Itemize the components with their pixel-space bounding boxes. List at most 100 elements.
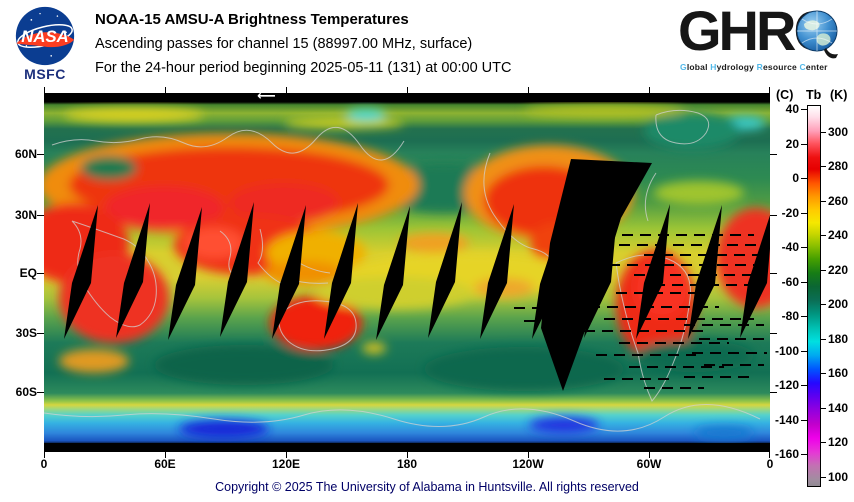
ghrc-tagline-c: C [799,62,806,72]
kelvin-tick-label: 300 [828,124,849,139]
tick-mark [769,87,770,93]
tick-mark [820,442,826,444]
pass-direction-arrow: ⟵ [257,88,276,103]
celsius-tick-label: -20 [781,205,799,220]
kelvin-tick-label: 220 [828,262,849,277]
tick-mark [801,419,807,421]
tick-mark [165,452,166,458]
tick-mark [649,87,650,93]
tick-mark [770,333,777,334]
kelvin-tick-label: 160 [828,366,849,381]
tick-mark [820,131,826,133]
tick-mark [770,154,777,155]
celsius-tick-label: -40 [781,240,799,255]
lon-tick-label: 180 [396,457,418,471]
kelvin-tick-label: 200 [828,297,849,312]
tick-mark [407,87,408,93]
kelvin-tick-label: 280 [828,159,849,174]
tick-mark [820,166,826,168]
tick-mark [801,247,807,249]
tick-mark [286,452,287,458]
tick-mark [801,212,807,214]
lat-tick-label: 60S [15,385,37,399]
copyright: Copyright © 2025 The University of Alaba… [215,480,639,494]
tick-mark [801,109,807,111]
tick-mark [37,273,44,274]
tick-mark [820,373,826,375]
tick-mark [649,452,650,458]
tick-mark [37,215,44,216]
tick-mark [769,452,770,458]
nasa-wordmark: NASA [21,27,68,46]
celsius-tick-label: -160 [774,447,799,462]
subtitle-period: For the 24-hour period beginning 2025-05… [95,60,512,76]
ghrc-tagline-h: H [710,62,717,72]
ghrc-tagline-ydrology: ydrology [716,62,757,72]
tick-mark [820,200,826,202]
lon-tick-label: 0 [40,457,48,471]
lon-tick-label: 60E [154,457,176,471]
celsius-tick-label: -140 [774,412,799,427]
tick-mark [37,154,44,155]
celsius-tick-label: -60 [781,274,799,289]
colorbar-unit-celsius: (C) [776,88,794,102]
lon-tick-label: 120W [512,457,544,471]
tick-mark [820,338,826,340]
tick-mark [528,87,529,93]
kelvin-tick-label: 180 [828,331,849,346]
map-image [44,93,770,452]
tick-mark [37,392,44,393]
ghrc-tagline-lobal: lobal [686,62,711,72]
tick-mark [286,87,287,93]
ghrc-tagline-r: R [756,62,763,72]
tick-mark [528,452,529,458]
tick-mark [801,385,807,387]
ghrc-globe-stand-icon [824,48,838,59]
kelvin-tick-label: 260 [828,193,849,208]
ghrc-tagline-g: G [680,62,687,72]
celsius-tick-label: -100 [774,343,799,358]
tick-mark [165,87,166,93]
tick-mark [801,454,807,456]
msfc-label: MSFC [24,66,66,82]
subtitle-channel: Ascending passes for channel 15 (88997.0… [95,36,473,52]
ghrc-tagline-esource: esource [762,62,800,72]
tick-mark [820,304,826,306]
lon-tick-label: 60W [636,457,662,471]
tick-mark [770,392,777,393]
lon-tick-label: 0 [766,457,774,471]
tick-mark [820,476,826,478]
celsius-tick-label: -80 [781,309,799,324]
celsius-tick-label: 0 [792,171,799,186]
celsius-tick-label: -120 [774,378,799,393]
page-title: NOAA-15 AMSU-A Brightness Temperatures [95,11,409,28]
lat-tick-label: 30N [14,208,37,222]
brightness-temperature-map: ⟵ [44,89,770,452]
kelvin-tick-label: 240 [828,228,849,243]
kelvin-tick-label: 100 [828,469,849,484]
kelvin-tick-label: 140 [828,400,849,415]
ghrc-tagline: Global Hydrology Resource Center [680,62,828,72]
colorbar-unit-kelvin: (K) [830,88,848,102]
lat-tick-label: EQ [19,266,37,280]
tick-mark [37,333,44,334]
ghrc-logo: GHRC Global Hydrology Resource Center [678,2,850,84]
lat-tick-label: 60N [14,147,37,161]
tick-mark [407,452,408,458]
ghrc-wordmark-ghr: GHR [678,0,796,62]
colorbar-unit-tb: Tb [806,88,822,102]
tick-mark [801,316,807,318]
tick-mark [44,452,45,458]
tick-mark [820,407,826,409]
coastlines [44,109,761,432]
nasa-meatball-icon: NASA [15,6,75,66]
ghrc-tagline-enter: enter [805,62,828,72]
tick-mark [801,143,807,145]
colorbar [807,105,821,487]
tick-mark [820,269,826,271]
tick-mark [801,178,807,180]
tick-mark [801,281,807,283]
tick-mark [820,235,826,237]
tick-mark [44,87,45,93]
